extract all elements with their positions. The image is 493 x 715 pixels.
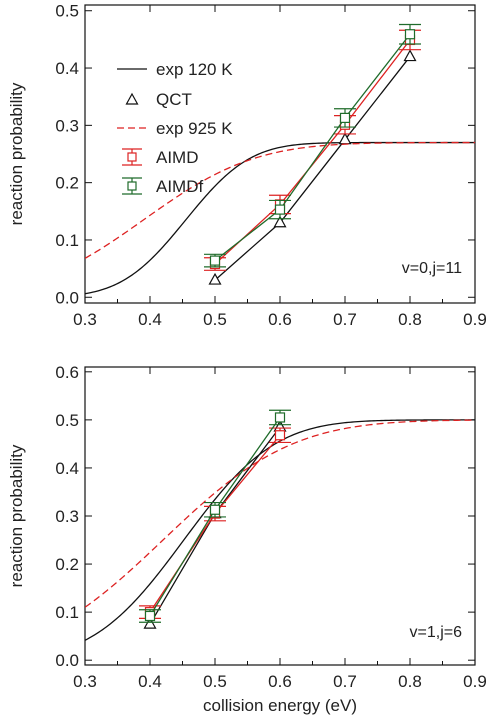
bottom-aimd-line [149,434,281,613]
top-y-tick-label: 0.3 [55,116,79,135]
bottom-x-tick-label: 0.8 [398,672,422,691]
top-y-tick-label: 0.5 [55,2,79,21]
bottom-exp-925-k-curve [85,419,475,608]
top-exp-925-k-curve [85,141,475,259]
x-axis-label: collision energy (eV) [203,696,357,715]
top-aimdf-point [339,112,351,123]
top-x-tick-label: 0.9 [463,310,487,329]
bottom-chart-ticks: 0.3 0.4 0.5 0.6 0.7 0.8 0.9 0.0 0.1 0.2 0.3 0.4 0.5 0… [55,363,486,691]
legend-aimd-square-swatch [127,152,137,162]
top-y-tick-label: 0.0 [55,288,79,307]
top-x-tick-label: 0.4 [138,310,162,329]
legend-qct-triangle-swatch [125,92,139,105]
bottom-aimdf-point [274,412,286,423]
top-qct-point [208,272,222,285]
bottom-aimd-point [274,430,286,441]
bottom-y-axis-label: reaction probability [7,444,26,587]
bottom-x-tick-label: 0.3 [73,672,97,691]
top-chart-panel: 0.3 0.4 0.5 0.6 0.7 0.8 0.90.00.10.20.30.40.5 … [7,2,487,329]
legend-exp-120k-label: exp 120 K [156,60,233,79]
top-aimdf-point [209,255,221,266]
top-state-annotation: v=0,j=11 [402,260,462,277]
legend-entry-aimd: AIMD [122,148,199,167]
legend-aimdf-label: AIMDf [156,177,204,196]
bottom-y-tick-label: 0.6 [55,363,79,382]
legend-qct-label: QCT [156,90,192,109]
legend-exp-925k-label: exp 925 K [156,119,233,138]
bottom-y-tick-label: 0.4 [55,459,79,478]
bottom-x-tick-label: 0.5 [203,672,227,691]
top-chart-series [85,23,475,295]
top-y-tick-label: 0.1 [55,231,79,250]
top-qct-point [403,49,417,62]
bottom-state-annotation: v=1,j=6 [410,624,463,641]
top-x-tick-label: 0.8 [398,310,422,329]
top-aimdf-point [404,29,416,40]
top-y-axis-label: reaction probability [7,82,26,225]
bottom-y-tick-label: 0.5 [55,411,79,430]
bottom-qct-point [143,616,157,629]
top-y-tick-label: 0.4 [55,59,79,78]
bottom-x-tick-label: 0.6 [268,672,292,691]
top-aimdf-line [214,33,411,262]
bottom-x-tick-label: 0.7 [333,672,357,691]
bottom-x-tick-label: 0.4 [138,672,162,691]
top-qct-line [214,56,411,281]
bottom-x-tick-label: 0.9 [463,672,487,691]
top-aimdf-point [274,204,286,215]
bottom-y-tick-label: 0.3 [55,507,79,526]
top-x-tick-label: 0.3 [73,310,97,329]
top-x-tick-label: 0.5 [203,310,227,329]
bottom-chart-series [85,409,475,641]
bottom-y-tick-label: 0.1 [55,603,79,622]
bottom-aimdf-point [144,610,156,622]
top-aimd-line [214,39,411,265]
bottom-y-tick-label: 0.0 [55,651,79,670]
top-qct-point [273,215,287,228]
legend-entry-exp-925k: exp 925 K [117,119,233,138]
legend-aimd-label: AIMD [156,148,199,167]
legend-entry-qct: QCT [125,90,192,109]
top-x-tick-label: 0.7 [333,310,357,329]
bottom-y-tick-label: 0.2 [55,555,79,574]
bottom-qct-line [149,426,281,625]
bottom-exp-120-k-curve [85,419,475,641]
bottom-aimdf-point [209,504,221,515]
top-x-tick-label: 0.6 [268,310,292,329]
legend-aimdf-square-swatch [127,181,137,191]
top-y-tick-label: 0.2 [55,174,79,193]
top-chart-ticks: 0.3 0.4 0.5 0.6 0.7 0.8 0.9 0.0 0.1 0.2 0.3 0.4 0.5 [55,2,486,329]
legend: exp 120 K QCT exp 925 K AIMD [117,60,233,196]
legend-entry-aimdf: AIMDf [122,177,204,196]
legend-entry-exp-120k: exp 120 K [117,60,233,79]
bottom-chart-panel: 0.3 0.4 0.5 0.6 0.7 0.8 0.9 0.0 0.1 0.2 0.3 0.4 0.5 0… [7,363,487,715]
